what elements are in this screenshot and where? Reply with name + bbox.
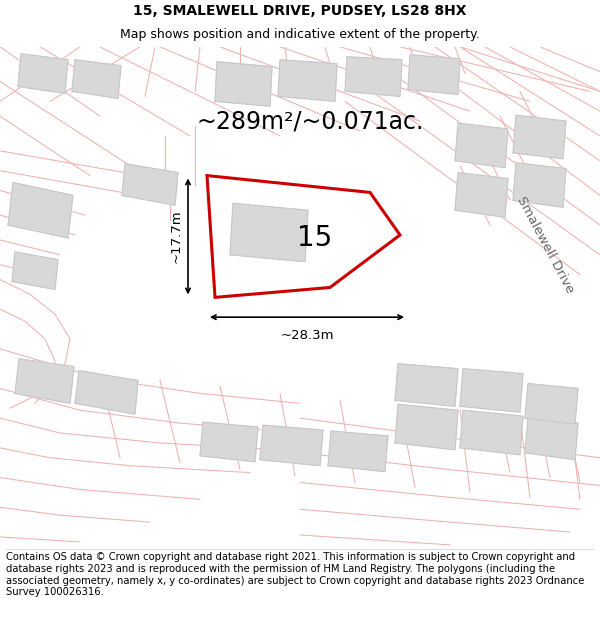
Polygon shape [328, 431, 388, 472]
Polygon shape [75, 371, 138, 414]
Polygon shape [260, 425, 323, 466]
Text: 15, SMALEWELL DRIVE, PUDSEY, LS28 8HX: 15, SMALEWELL DRIVE, PUDSEY, LS28 8HX [133, 4, 467, 18]
Polygon shape [72, 60, 121, 98]
Text: ~28.3m: ~28.3m [280, 329, 334, 342]
Polygon shape [200, 422, 258, 462]
Text: ~289m²/~0.071ac.: ~289m²/~0.071ac. [196, 109, 424, 133]
Polygon shape [460, 410, 523, 455]
Polygon shape [525, 384, 578, 424]
Polygon shape [455, 123, 508, 168]
Polygon shape [230, 203, 308, 262]
Polygon shape [460, 369, 523, 413]
Polygon shape [278, 60, 337, 101]
Polygon shape [513, 115, 566, 159]
Polygon shape [215, 62, 272, 106]
Polygon shape [395, 364, 458, 406]
Polygon shape [8, 182, 73, 238]
Text: ~17.7m: ~17.7m [170, 209, 183, 263]
Polygon shape [345, 57, 402, 96]
Polygon shape [15, 359, 74, 403]
Polygon shape [455, 173, 508, 217]
Text: Map shows position and indicative extent of the property.: Map shows position and indicative extent… [120, 28, 480, 41]
Polygon shape [122, 164, 178, 205]
Polygon shape [525, 418, 578, 460]
Polygon shape [408, 55, 460, 94]
Polygon shape [18, 54, 68, 93]
Polygon shape [395, 404, 458, 450]
Text: Contains OS data © Crown copyright and database right 2021. This information is : Contains OS data © Crown copyright and d… [6, 552, 584, 597]
Polygon shape [12, 252, 58, 289]
Text: Smalewell Drive: Smalewell Drive [514, 194, 576, 296]
Text: 15: 15 [297, 224, 332, 252]
Polygon shape [513, 162, 566, 208]
